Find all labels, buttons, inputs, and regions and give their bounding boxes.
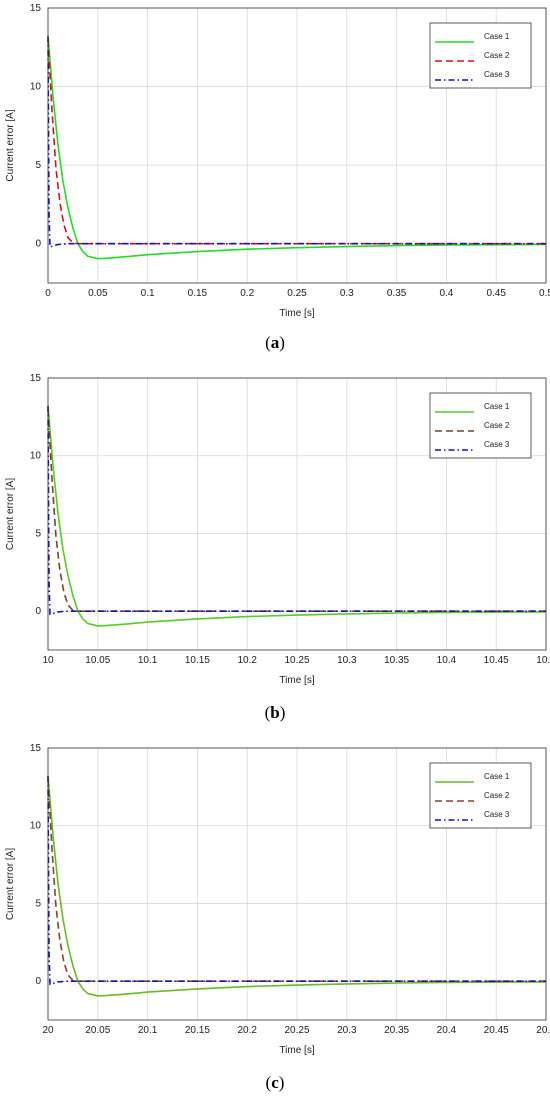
x-tick-label: 10.05 — [85, 655, 110, 666]
legend-box — [429, 392, 532, 459]
legend-label: Case 2 — [484, 421, 510, 430]
x-tick-label: 20.35 — [384, 1025, 409, 1036]
y-tick-label: 0 — [35, 606, 41, 617]
x-tick-label: 10.2 — [237, 655, 257, 666]
x-tick-label: 10.3 — [337, 655, 357, 666]
x-tick-label: 0 — [45, 288, 51, 299]
x-tick-label: 0.15 — [188, 288, 208, 299]
x-tick-label: 10.15 — [185, 655, 210, 666]
series-line-3 — [47, 36, 546, 248]
x-tick-label: 10.45 — [484, 655, 509, 666]
x-tick-label: 20.45 — [484, 1025, 509, 1036]
x-tick-label: 20.5 — [536, 1025, 550, 1036]
y-tick-label: 15 — [30, 373, 42, 384]
x-tick-label: 20.15 — [185, 1025, 210, 1036]
y-tick-label: 0 — [35, 239, 41, 250]
x-tick-label: 10.25 — [284, 655, 309, 666]
y-tick-label: 5 — [35, 528, 41, 539]
series-line-2 — [47, 409, 546, 612]
y-tick-label: 10 — [30, 451, 42, 462]
y-axis-label: Current error [A] — [5, 478, 16, 550]
series-line-1 — [47, 36, 547, 260]
x-tick-label: 10.5 — [536, 655, 550, 666]
chart-panel: 10 10.05 10.1 10.15 10.2 10.25 10.3 10.35 10.4 10… — [5, 373, 550, 722]
legend-label: Case 3 — [484, 70, 510, 79]
x-tick-label: 0.5 — [539, 288, 550, 299]
chart-panel: 0 0.05 0.1 0.15 0.2 0.25 0.3 0.35 0.4 0.45 0.5 0 5 10… — [5, 3, 550, 352]
legend: Case 1 Case 2 Case 3 — [429, 392, 532, 459]
series-line-1 — [47, 775, 547, 997]
x-tick-label: 10.1 — [138, 655, 158, 666]
y-tick-label: 5 — [35, 160, 41, 171]
x-tick-label: 20.4 — [437, 1025, 457, 1036]
x-tick-label: 20 — [42, 1025, 54, 1036]
legend-label: Case 1 — [484, 402, 510, 411]
x-tick-label: 0.45 — [486, 288, 506, 299]
x-axis-label: Time [s] — [279, 308, 314, 319]
axes-frame — [47, 747, 547, 1021]
series-line-2 — [47, 779, 546, 982]
x-tick-label: 20.1 — [138, 1025, 158, 1036]
legend-label: Case 3 — [484, 810, 510, 819]
y-tick-label: 10 — [30, 821, 42, 832]
chart-panel: 20 20.05 20.1 20.15 20.2 20.25 20.3 20.35 20.4 20… — [5, 743, 550, 1092]
y-axis-label: Current error [A] — [5, 848, 16, 920]
y-tick-label: 15 — [30, 743, 42, 754]
x-tick-label: 10.4 — [437, 655, 457, 666]
x-tick-label: 0.4 — [439, 288, 453, 299]
x-tick-label: 20.2 — [237, 1025, 257, 1036]
x-tick-label: 10 — [42, 655, 54, 666]
x-axis-label: Time [s] — [279, 1045, 314, 1056]
x-tick-label: 20.3 — [337, 1025, 357, 1036]
panel-caption: (c) — [266, 1073, 285, 1092]
x-tick-label: 20.25 — [284, 1025, 309, 1036]
legend: Case 1 Case 2 Case 3 — [429, 22, 532, 89]
legend-box — [429, 22, 532, 89]
y-axis-label: Current error [A] — [5, 109, 16, 181]
x-tick-label: 0.1 — [141, 288, 155, 299]
y-tick-label: 10 — [30, 82, 42, 93]
x-tick-label: 0.3 — [340, 288, 354, 299]
x-tick-label: 0.2 — [240, 288, 254, 299]
axes-frame — [47, 7, 547, 284]
y-tick-label: 15 — [30, 3, 42, 14]
panel-caption: (a) — [265, 333, 285, 352]
legend-label: Case 1 — [484, 772, 510, 781]
x-tick-label: 0.25 — [287, 288, 307, 299]
legend: Case 1 Case 2 Case 3 — [429, 762, 532, 829]
axes-frame — [47, 377, 547, 651]
panel-caption: (b) — [265, 703, 286, 722]
legend-label: Case 3 — [484, 440, 510, 449]
y-tick-label: 5 — [35, 898, 41, 909]
series-line-1 — [47, 405, 547, 627]
legend-box — [429, 762, 532, 829]
legend-label: Case 2 — [484, 51, 510, 60]
legend-label: Case 2 — [484, 791, 510, 800]
legend-label: Case 1 — [484, 32, 510, 41]
x-tick-label: 10.35 — [384, 655, 409, 666]
x-tick-label: 20.05 — [85, 1025, 110, 1036]
x-axis-label: Time [s] — [279, 675, 314, 686]
y-tick-label: 0 — [35, 976, 41, 987]
x-tick-label: 0.35 — [387, 288, 407, 299]
x-tick-label: 0.05 — [88, 288, 108, 299]
